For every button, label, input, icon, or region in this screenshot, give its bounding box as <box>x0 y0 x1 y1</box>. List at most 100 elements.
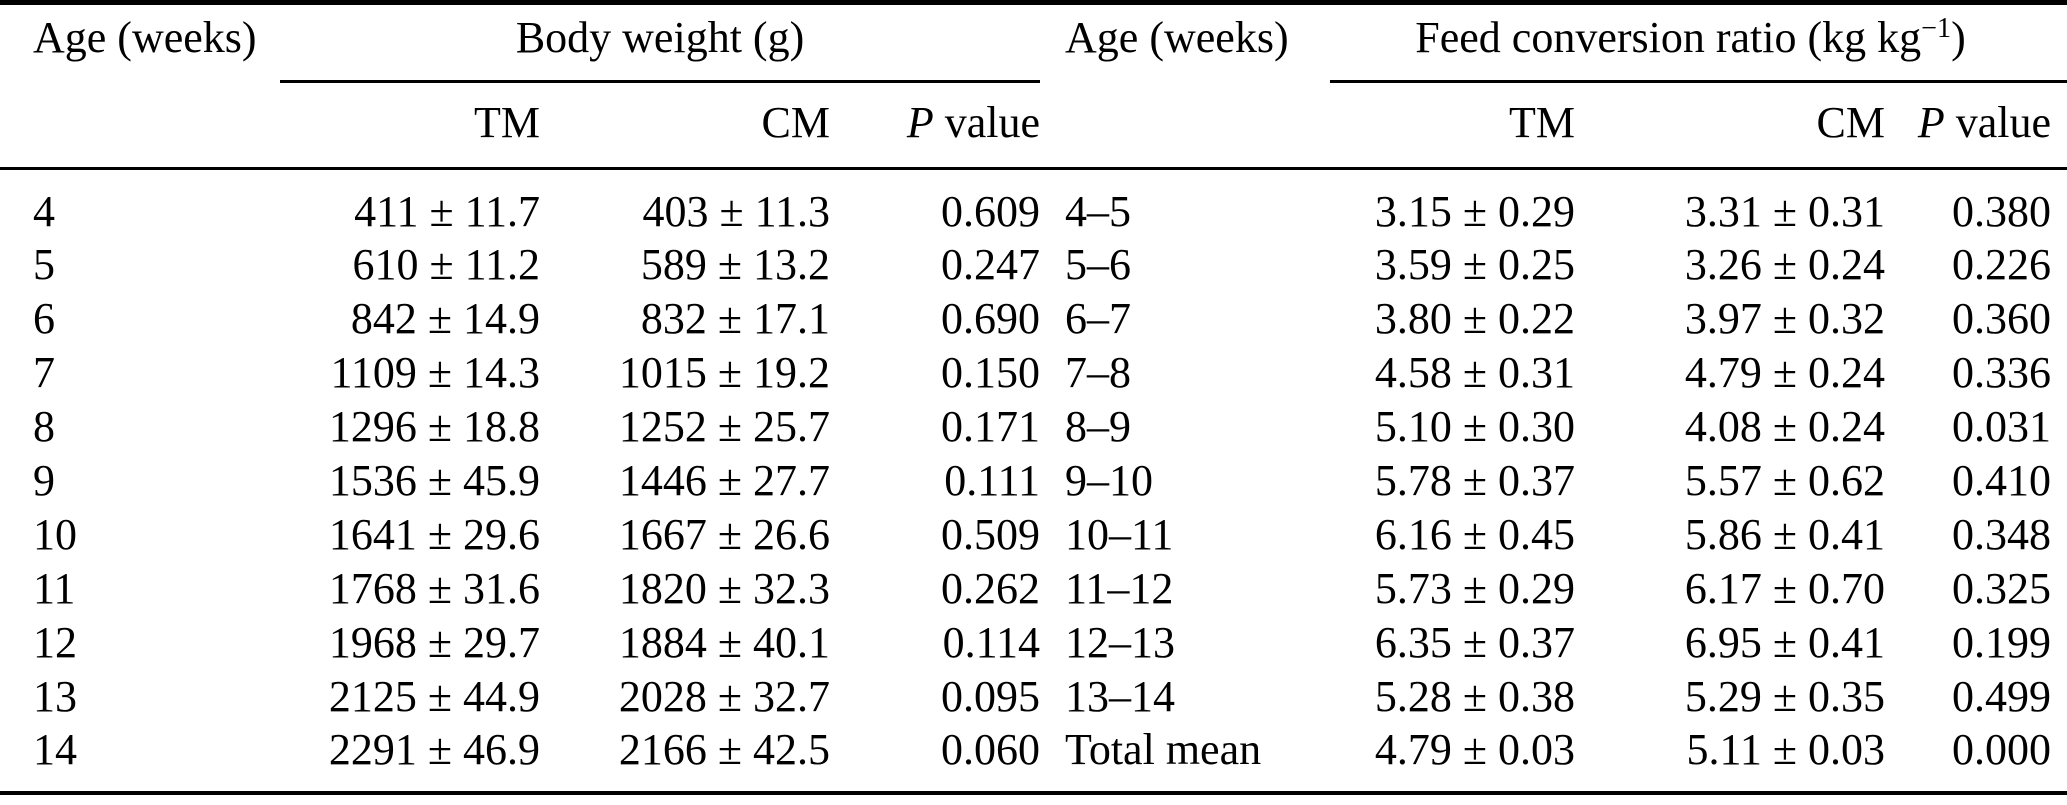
cell-p-right: 0.199 <box>1952 618 2052 668</box>
cell-p-right: 0.000 <box>1952 725 2052 775</box>
cell-age-right: 7–8 <box>1065 348 1132 398</box>
body-weight-group-header: Body weight (g) <box>280 2 1041 83</box>
cell-cm-right: 4.08 ± 0.24 <box>1684 402 1886 452</box>
cell-tm-right: 5.28 ± 0.38 <box>1374 672 1576 722</box>
table-row: 4 411 ± 11.7 403 ± 11.3 0.609 4–5 3.15 ± 0.29… <box>0 169 2067 239</box>
cell-cm-right: 6.95 ± 0.41 <box>1684 618 1886 668</box>
column-header-row: TM CM P value TM CM P value <box>0 81 2067 170</box>
cell-tm-left: 1968 ± 29.7 <box>328 618 540 668</box>
cell-age-right: Total mean <box>1065 725 1262 775</box>
cell-tm-left: 1536 ± 45.9 <box>328 456 540 506</box>
cell-tm-left: 610 ± 11.2 <box>352 240 540 290</box>
cell-tm-right: 4.58 ± 0.31 <box>1374 348 1576 398</box>
cell-age-left: 9 <box>33 456 55 506</box>
cell-p-right: 0.031 <box>1952 402 2052 452</box>
cell-p-left: 0.690 <box>941 294 1041 344</box>
cell-tm-right: 3.15 ± 0.29 <box>1374 187 1576 237</box>
cell-tm-right: 6.16 ± 0.45 <box>1374 510 1576 560</box>
age-weeks-header-left: Age (weeks) <box>33 13 257 62</box>
p-rest: value <box>944 98 1041 147</box>
table-row: 7 1109 ± 14.3 1015 ± 19.2 0.150 7–8 4.58 ± 0.… <box>0 347 2067 401</box>
cell-age-left: 13 <box>33 672 77 722</box>
table-row: 10 1641 ± 29.6 1667 ± 26.6 0.509 10–11 6.16 ±… <box>0 509 2067 563</box>
table-row: 8 1296 ± 18.8 1252 ± 25.7 0.171 8–9 5.10 ± 0.… <box>0 401 2067 455</box>
cm-column-header-left: CM <box>540 81 830 170</box>
p-italic: P <box>906 98 934 147</box>
table-row: 12 1968 ± 29.7 1884 ± 40.1 0.114 12–13 6.35 ±… <box>0 617 2067 671</box>
p-rest: value <box>1955 98 2052 147</box>
cell-cm-right: 3.97 ± 0.32 <box>1684 294 1886 344</box>
cell-p-left: 0.247 <box>941 240 1041 290</box>
cell-cm-left: 1884 ± 40.1 <box>618 618 830 668</box>
cell-p-right: 0.325 <box>1952 564 2052 614</box>
table-row: 9 1536 ± 45.9 1446 ± 27.7 0.111 9–10 5.78 ± 0… <box>0 455 2067 509</box>
cell-cm-left: 589 ± 13.2 <box>640 240 830 290</box>
cm-column-header-right: CM <box>1575 81 1886 170</box>
group-header-row: Age (weeks) Body weight (g) Age (weeks) … <box>0 2 2067 83</box>
empty-header-cell-left <box>0 81 280 170</box>
fcr-group-exponent: −1 <box>1921 12 1952 44</box>
table-row: 13 2125 ± 44.9 2028 ± 32.7 0.095 13–14 5.28 ±… <box>0 671 2067 725</box>
cell-cm-left: 2166 ± 42.5 <box>618 725 830 775</box>
cell-cm-left: 2028 ± 32.7 <box>618 672 830 722</box>
table-row: 6 842 ± 14.9 832 ± 17.1 0.690 6–7 3.80 ± 0.22… <box>0 293 2067 347</box>
cell-age-right: 5–6 <box>1065 240 1132 290</box>
cell-age-left: 5 <box>33 240 55 290</box>
cell-age-right: 6–7 <box>1065 294 1132 344</box>
cell-tm-left: 1296 ± 18.8 <box>328 402 540 452</box>
cell-tm-right: 3.59 ± 0.25 <box>1374 240 1576 290</box>
cell-tm-left: 1641 ± 29.6 <box>328 510 540 560</box>
cell-tm-right: 4.79 ± 0.03 <box>1374 725 1576 775</box>
cell-cm-left: 1820 ± 32.3 <box>618 564 830 614</box>
cell-age-left: 12 <box>33 618 77 668</box>
cell-p-right: 0.360 <box>1952 294 2052 344</box>
cell-p-left: 0.509 <box>941 510 1041 560</box>
cell-age-right: 8–9 <box>1065 402 1132 452</box>
p-value-column-header-left: P value <box>830 81 1041 170</box>
cell-age-left: 6 <box>33 294 55 344</box>
cell-cm-right: 5.57 ± 0.62 <box>1684 456 1886 506</box>
tm-column-header-right: TM <box>1330 81 1576 170</box>
cell-p-right: 0.380 <box>1952 187 2052 237</box>
cell-cm-right: 5.29 ± 0.35 <box>1684 672 1886 722</box>
cell-cm-right: 3.31 ± 0.31 <box>1684 187 1886 237</box>
table-row: 5 610 ± 11.2 589 ± 13.2 0.247 5–6 3.59 ± 0.25… <box>0 239 2067 293</box>
cell-tm-left: 411 ± 11.7 <box>354 187 540 237</box>
cell-age-right: 12–13 <box>1065 618 1176 668</box>
cell-p-right: 0.499 <box>1952 672 2052 722</box>
cell-tm-right: 6.35 ± 0.37 <box>1374 618 1576 668</box>
cell-age-left: 14 <box>33 725 77 775</box>
cell-age-right: 10–11 <box>1065 510 1174 560</box>
cell-p-right: 0.336 <box>1952 348 2052 398</box>
body-weight-group-label: Body weight (g) <box>515 13 805 62</box>
cell-p-right: 0.348 <box>1952 510 2052 560</box>
fcr-group-label-suffix: ) <box>1951 13 1966 62</box>
cell-age-left: 7 <box>33 348 55 398</box>
cell-cm-right: 5.11 ± 0.03 <box>1686 725 1886 775</box>
p-value-column-header-right: P value <box>1885 81 2067 170</box>
tm-column-header-left: TM <box>280 81 540 170</box>
cell-age-right: 9–10 <box>1065 456 1154 506</box>
cell-tm-right: 5.10 ± 0.30 <box>1374 402 1576 452</box>
cell-p-right: 0.226 <box>1952 240 2052 290</box>
cell-cm-right: 4.79 ± 0.24 <box>1684 348 1886 398</box>
cell-age-left: 4 <box>33 187 55 237</box>
cell-cm-left: 1015 ± 19.2 <box>618 348 830 398</box>
fcr-group-header: Feed conversion ratio (kg kg−1) <box>1330 2 2067 83</box>
cell-tm-left: 2291 ± 46.9 <box>328 725 540 775</box>
cell-tm-left: 1768 ± 31.6 <box>328 564 540 614</box>
cell-tm-right: 5.73 ± 0.29 <box>1374 564 1576 614</box>
cell-p-left: 0.171 <box>941 402 1041 452</box>
cell-p-right: 0.410 <box>1952 456 2052 506</box>
cell-cm-left: 1252 ± 25.7 <box>618 402 830 452</box>
cell-tm-left: 842 ± 14.9 <box>350 294 540 344</box>
table-header: Age (weeks) Body weight (g) Age (weeks) … <box>0 2 2067 170</box>
cell-cm-left: 1446 ± 27.7 <box>618 456 830 506</box>
cell-age-right: 11–12 <box>1065 564 1174 614</box>
cell-tm-left: 1109 ± 14.3 <box>330 348 540 398</box>
table-row: 14 2291 ± 46.9 2166 ± 42.5 0.060 Total mean 4… <box>0 725 2067 793</box>
cell-p-left: 0.060 <box>941 725 1041 775</box>
cell-cm-right: 5.86 ± 0.41 <box>1684 510 1886 560</box>
cell-p-left: 0.111 <box>944 456 1041 506</box>
